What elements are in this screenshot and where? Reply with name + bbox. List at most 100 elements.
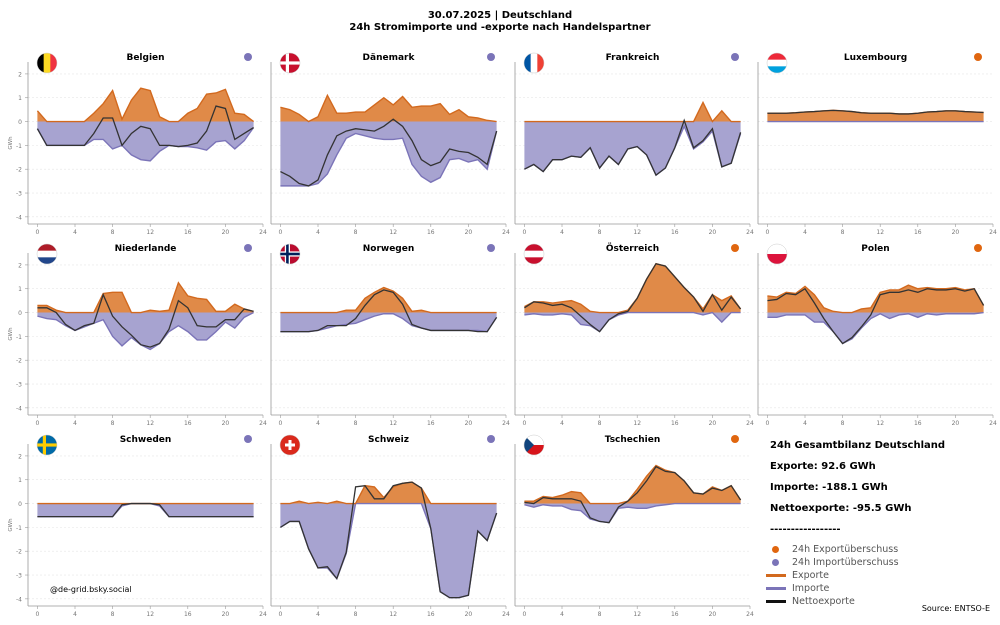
x-tick-label: 24 xyxy=(989,420,997,427)
import-area xyxy=(524,121,741,176)
net-export-line xyxy=(37,502,254,518)
export-line-icon xyxy=(766,574,786,577)
export-area xyxy=(524,465,741,504)
x-tick-label: 20 xyxy=(709,229,717,236)
x-tick-label: 4 xyxy=(316,611,320,618)
y-tick-label: -2 xyxy=(16,549,22,556)
x-tick-label: 8 xyxy=(111,420,115,427)
x-tick-label: 8 xyxy=(111,611,115,618)
x-tick-label: 12 xyxy=(876,229,884,236)
summary-importe: Importe: -188.1 GWh xyxy=(770,482,888,493)
x-tick-label: 12 xyxy=(633,229,641,236)
x-tick-label: 24 xyxy=(989,229,997,236)
y-tick-label: 2 xyxy=(18,262,22,269)
net-export-line xyxy=(280,481,498,599)
x-tick-label: 4 xyxy=(73,420,77,427)
x-tick-label: 12 xyxy=(146,420,154,427)
summary-divider: ----------------- xyxy=(770,524,841,535)
author-credit: @de-grid.bsky.social xyxy=(50,585,132,594)
import-area xyxy=(280,312,497,332)
legend-label: 24h Exportüberschuss xyxy=(792,544,899,555)
x-tick-label: 12 xyxy=(389,420,397,427)
import-surplus-dot-icon xyxy=(772,559,779,566)
x-tick-label: 8 xyxy=(841,229,845,236)
x-tick-label: 20 xyxy=(465,229,473,236)
surplus-dot-icon xyxy=(244,244,252,252)
import-area xyxy=(280,121,497,186)
x-tick-label: 12 xyxy=(876,420,884,427)
x-tick-label: 8 xyxy=(354,420,358,427)
x-tick-label: 24 xyxy=(502,420,510,427)
panel-title: Polen xyxy=(861,244,889,254)
surplus-dot-icon xyxy=(487,244,495,252)
y-tick-label: 2 xyxy=(18,453,22,460)
x-tick-label: 16 xyxy=(184,420,192,427)
panel-title: Frankreich xyxy=(606,53,660,63)
y-tick-label: -4 xyxy=(16,214,22,221)
x-tick-label: 20 xyxy=(222,229,230,236)
x-tick-label: 8 xyxy=(598,420,602,427)
flag-at-icon xyxy=(524,244,544,264)
x-tick-label: 20 xyxy=(222,420,230,427)
x-tick-label: 24 xyxy=(502,229,510,236)
x-tick-label: 16 xyxy=(184,611,192,618)
y-tick-label: -2 xyxy=(16,358,22,365)
surplus-dot-icon xyxy=(731,53,739,61)
import-line xyxy=(280,130,498,187)
x-tick-label: 0 xyxy=(522,229,526,236)
summary-panel: 24h Gesamtbilanz Deutschland Exporte: 92… xyxy=(770,440,990,545)
y-tick-label: -3 xyxy=(16,382,22,389)
panel-frankreich: 0 4 8 12 16 20 24 Frankreich xyxy=(514,52,754,236)
import-line-icon xyxy=(766,587,786,590)
x-tick-label: 0 xyxy=(765,420,769,427)
x-tick-label: 4 xyxy=(316,420,320,427)
import-area xyxy=(37,503,254,517)
export-line xyxy=(767,284,985,314)
x-tick-label: 16 xyxy=(427,611,435,618)
x-tick-label: 8 xyxy=(354,229,358,236)
surplus-dot-icon xyxy=(974,244,982,252)
x-tick-label: 16 xyxy=(427,229,435,236)
x-tick-label: 0 xyxy=(35,420,39,427)
net-export-line xyxy=(36,105,254,148)
x-tick-label: 0 xyxy=(35,611,39,618)
x-tick-label: 24 xyxy=(746,611,754,618)
x-tick-label: 8 xyxy=(111,229,115,236)
net-line-icon xyxy=(766,600,786,603)
panel-title: Norwegen xyxy=(363,244,415,254)
import-area xyxy=(524,312,741,332)
net-export-line xyxy=(280,118,498,187)
panel-schweiz: 0 4 8 12 16 20 24 Schweiz xyxy=(270,434,510,618)
export-area xyxy=(767,110,984,122)
import-area xyxy=(37,312,254,350)
x-tick-label: 24 xyxy=(746,229,754,236)
surplus-dot-icon xyxy=(731,435,739,443)
flag-cz-icon xyxy=(524,435,544,455)
x-tick-label: 24 xyxy=(502,611,510,618)
export-line xyxy=(37,281,254,314)
panel-title: Belgien xyxy=(126,53,164,63)
export-surplus-dot-icon xyxy=(772,546,779,553)
flag-nl-icon xyxy=(37,244,57,264)
export-line xyxy=(524,100,741,123)
summary-netto: Nettoexporte: -95.5 GWh xyxy=(770,503,912,514)
y-tick-label: 1 xyxy=(18,286,22,293)
export-area xyxy=(280,287,497,313)
x-tick-label: 4 xyxy=(803,420,807,427)
x-tick-label: 20 xyxy=(465,611,473,618)
panel-title: Dänemark xyxy=(363,53,416,63)
panel-polen: 0 4 8 12 16 20 24 Polen xyxy=(757,243,997,427)
export-line xyxy=(36,87,255,123)
x-tick-label: 16 xyxy=(671,611,679,618)
surplus-dot-icon xyxy=(487,435,495,443)
x-tick-label: 16 xyxy=(671,229,679,236)
panel-dänemark: 0 4 8 12 16 20 24 Dänemark xyxy=(270,52,510,236)
legend-label: 24h Importüberschuss xyxy=(792,557,899,568)
x-tick-label: 24 xyxy=(259,229,267,236)
x-tick-label: 8 xyxy=(841,420,845,427)
import-line xyxy=(524,311,741,333)
panel-title: Österreich xyxy=(606,243,659,254)
flag-ch-icon xyxy=(280,435,300,455)
